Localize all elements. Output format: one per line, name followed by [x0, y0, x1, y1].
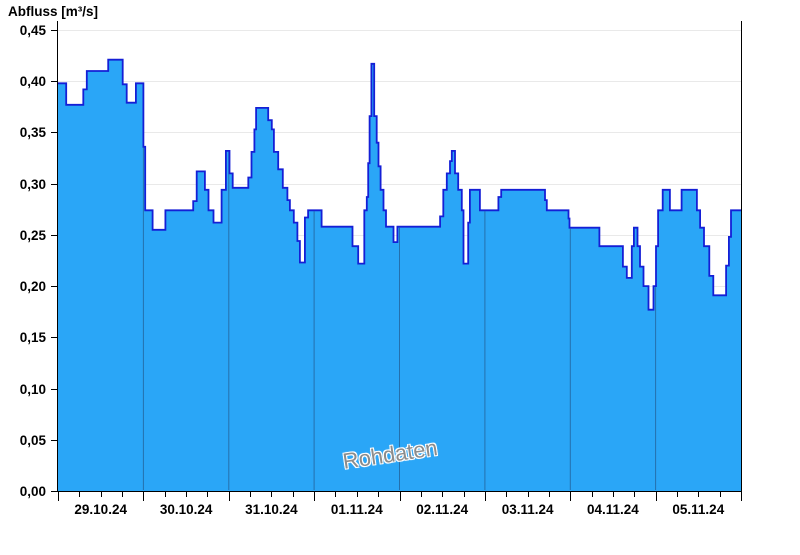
- x-tick-label: 04.11.24: [587, 502, 639, 517]
- y-tick-label: 0,10: [20, 382, 46, 397]
- y-tick-label: 0,25: [20, 228, 47, 243]
- y-tick-label: 0,15: [20, 330, 47, 345]
- y-tick-label: 0,30: [20, 177, 46, 192]
- y-tick-label: 0,00: [20, 484, 46, 499]
- y-axis-title: Abfluss [m³/s]: [8, 4, 99, 19]
- y-tick-label: 0,40: [20, 74, 46, 89]
- series-outline: [58, 58, 741, 311]
- tick-labels: 0,00 0,05 0,10 0,15 0,20 0,25 0,30 0,35 0,40 0,45…: [20, 23, 725, 517]
- x-tick-label: 31.10.24: [245, 502, 298, 517]
- axes: [51, 21, 742, 492]
- y-tick-label: 0,45: [20, 23, 47, 38]
- series-area: [58, 58, 741, 491]
- x-tick-label: 30.10.24: [160, 502, 213, 517]
- ticks: [51, 30, 742, 501]
- x-tick-label: 02.11.24: [416, 502, 468, 517]
- x-tick-label: 05.11.24: [672, 502, 724, 517]
- y-tick-label: 0,35: [20, 125, 47, 140]
- x-tick-label: 03.11.24: [502, 502, 554, 517]
- x-tick-label: 01.11.24: [331, 502, 383, 517]
- x-tick-label: 29.10.24: [74, 502, 127, 517]
- y-tick-label: 0,20: [20, 279, 46, 294]
- y-tick-label: 0,05: [20, 433, 47, 448]
